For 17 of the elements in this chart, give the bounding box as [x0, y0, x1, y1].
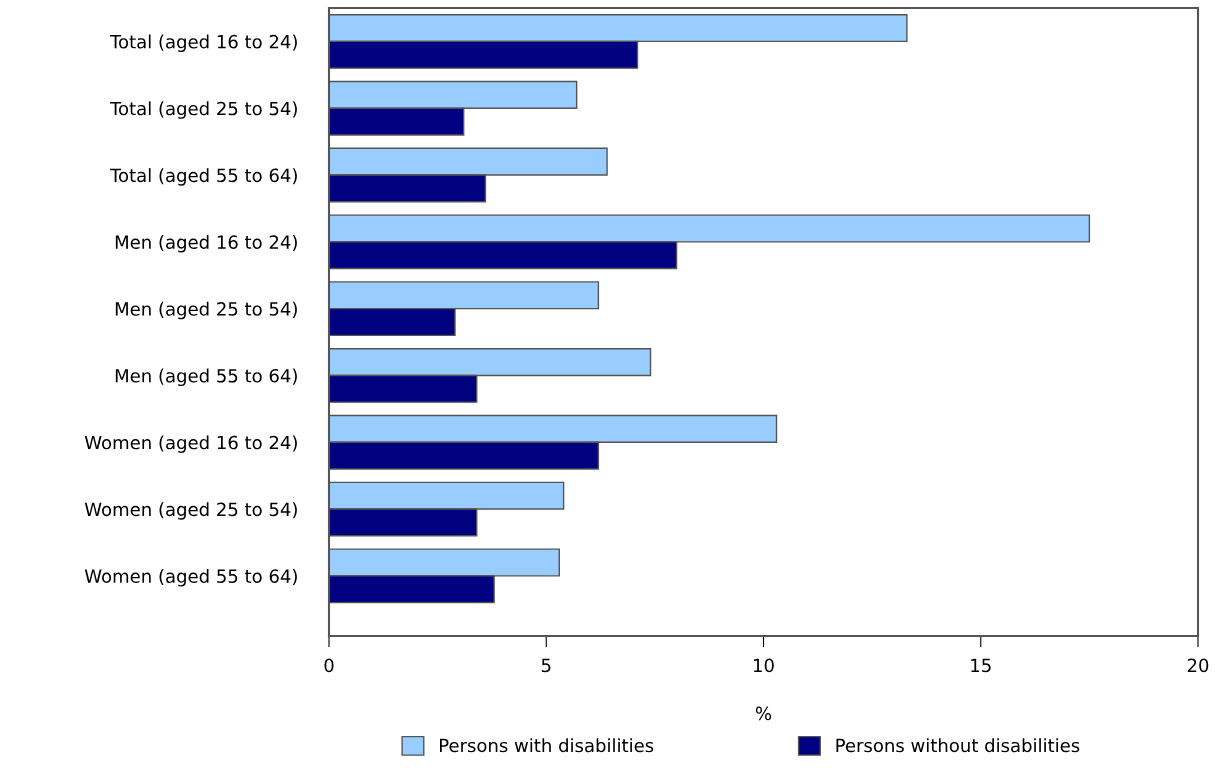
- y-tick-label: Men (aged 16 to 24): [115, 234, 297, 253]
- y-tick-label: Men (aged 25 to 54): [115, 301, 297, 320]
- x-tick-label: 15: [971, 658, 991, 673]
- legend-label: Persons with disabilities: [440, 738, 654, 753]
- x-axis-title: %: [755, 706, 772, 721]
- x-tick-label: 20: [1187, 658, 1209, 673]
- y-tick-label: Total (aged 55 to 64): [110, 168, 297, 186]
- y-tick-label: Women (aged 25 to 54): [84, 502, 297, 520]
- y-tick-label: Women (aged 16 to 24): [84, 435, 297, 453]
- y-tick-label: Total (aged 16 to 24): [110, 34, 297, 53]
- x-tick-label: 0: [324, 658, 334, 673]
- x-tick-label: 10: [754, 658, 774, 673]
- y-tick-label: Total (aged 25 to 54): [110, 101, 297, 119]
- x-tick-label: 5: [541, 658, 551, 673]
- legend-label: Persons without disabilities: [836, 738, 1080, 753]
- y-tick-label: Men (aged 55 to 64): [115, 368, 297, 387]
- y-tick-label: Women (aged 55 to 64): [84, 569, 297, 587]
